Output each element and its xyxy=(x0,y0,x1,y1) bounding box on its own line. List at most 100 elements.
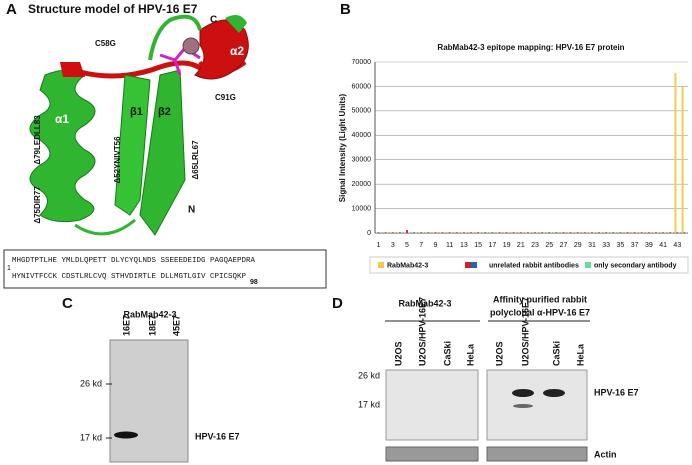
label: β2 xyxy=(158,106,171,118)
bar xyxy=(655,232,657,233)
bar xyxy=(591,232,593,233)
bar xyxy=(512,232,515,233)
bar xyxy=(470,232,472,233)
x-tick-label: 23 xyxy=(531,242,539,249)
structure-model xyxy=(29,14,249,236)
x-tick-label: 1 xyxy=(377,242,381,249)
bar xyxy=(676,232,679,233)
group-label: RabMab42-3 xyxy=(398,298,451,308)
legend-label: unrelated rabbit antibodies xyxy=(489,262,579,269)
x-tick-label: 17 xyxy=(488,242,496,249)
bar xyxy=(605,232,608,233)
blot xyxy=(385,369,479,441)
label: C xyxy=(210,15,217,26)
bar xyxy=(534,232,537,233)
lane-label: 16E7 xyxy=(121,315,131,336)
band-label: HPV-16 E7 xyxy=(594,387,639,397)
legend-label: only secondary antibody xyxy=(594,262,677,269)
blot xyxy=(486,369,588,441)
x-tick-label: 37 xyxy=(631,242,639,249)
bar xyxy=(420,232,423,233)
bar xyxy=(626,232,629,233)
legend-swatch xyxy=(471,262,477,268)
y-tick-label: 10000 xyxy=(352,205,372,212)
marker-label: 17 kd xyxy=(80,432,102,442)
y-axis-label: Signal Intensity (Light Units) xyxy=(338,93,347,202)
panel-title: Structure model of HPV-16 E7 xyxy=(28,2,198,16)
bar xyxy=(519,232,522,233)
label: Δ65LRL67 xyxy=(191,140,200,180)
bar xyxy=(598,232,601,233)
x-tick-label: 15 xyxy=(474,242,482,249)
bar xyxy=(377,232,380,233)
bar xyxy=(398,232,401,233)
bar xyxy=(434,232,437,233)
legend-label: RabMab42-3 xyxy=(387,262,428,269)
lane-label: U2OS xyxy=(494,341,504,366)
lane-label: U2OS xyxy=(393,341,403,366)
loading-label: Actin xyxy=(594,449,617,459)
bar xyxy=(619,232,622,233)
x-tick-label: 29 xyxy=(574,242,582,249)
bar xyxy=(555,232,558,233)
group-label: Affinity purified rabbit xyxy=(493,294,587,304)
bar xyxy=(640,232,643,233)
x-tick-label: 11 xyxy=(446,242,453,249)
bar xyxy=(669,232,672,233)
y-tick-label: 0 xyxy=(367,230,371,237)
bar xyxy=(576,232,579,233)
panel-letter: B xyxy=(340,1,351,18)
lane-label: HeLa xyxy=(575,343,585,366)
bar xyxy=(548,232,551,233)
band-label: HPV-16 E7 xyxy=(195,431,240,441)
blot xyxy=(109,339,189,463)
x-tick-label: 7 xyxy=(419,242,423,249)
label: β1 xyxy=(130,106,143,118)
x-tick-label: 43 xyxy=(673,242,681,249)
x-tick-label: 5 xyxy=(405,242,409,249)
lane-label: 18E7 xyxy=(147,315,157,336)
lane-label: U2OS/HPV-16E7 xyxy=(417,297,427,366)
x-tick-label: 13 xyxy=(460,242,468,249)
legend-swatch xyxy=(465,262,471,268)
panel-letter: C xyxy=(62,295,73,312)
bar xyxy=(612,232,615,233)
y-tick-label: 60000 xyxy=(352,83,372,90)
bar xyxy=(541,232,544,233)
bar xyxy=(681,86,684,233)
y-tick-label: 70000 xyxy=(352,59,372,66)
lane-label: HeLa xyxy=(465,343,475,366)
lane-label: CaSki xyxy=(551,341,561,366)
panel-letter: A xyxy=(6,1,17,18)
bar xyxy=(505,232,508,233)
bar xyxy=(448,232,451,233)
sequence-box xyxy=(3,249,327,289)
y-tick-label: 50000 xyxy=(352,108,372,115)
bar xyxy=(455,232,458,233)
bar xyxy=(491,232,494,233)
marker-label: 26 kd xyxy=(80,378,102,388)
bar xyxy=(384,232,387,233)
lane-label: U2OS/HPV-16E7 xyxy=(520,297,530,366)
y-tick-label: 20000 xyxy=(352,181,372,188)
x-tick-label: 19 xyxy=(503,242,511,249)
bar xyxy=(441,232,444,233)
band xyxy=(114,431,138,439)
chart-title: RabMab42-3 epitope mapping: HPV-16 E7 pr… xyxy=(437,43,624,52)
x-tick-label: 3 xyxy=(391,242,395,249)
seq-line: MHGDTPTLHE YMLDLQPETT DLYCYQLNDS SSEEEDE… xyxy=(12,257,256,265)
bar xyxy=(583,232,586,233)
bar xyxy=(526,232,529,233)
bar xyxy=(406,230,408,233)
y-tick-label: 40000 xyxy=(352,132,372,139)
x-tick-label: 35 xyxy=(617,242,625,249)
seq-line: HYNIVTFCCK CDSTLRLCVQ STHVDIRTLE DLLMGTL… xyxy=(12,273,247,281)
label: C91G xyxy=(215,93,236,102)
label: C58G xyxy=(95,39,116,48)
x-tick-label: 39 xyxy=(645,242,653,249)
label: α1 xyxy=(55,112,69,126)
bar xyxy=(391,232,394,233)
lane-label: CaSki xyxy=(442,341,452,366)
bar xyxy=(662,232,665,233)
